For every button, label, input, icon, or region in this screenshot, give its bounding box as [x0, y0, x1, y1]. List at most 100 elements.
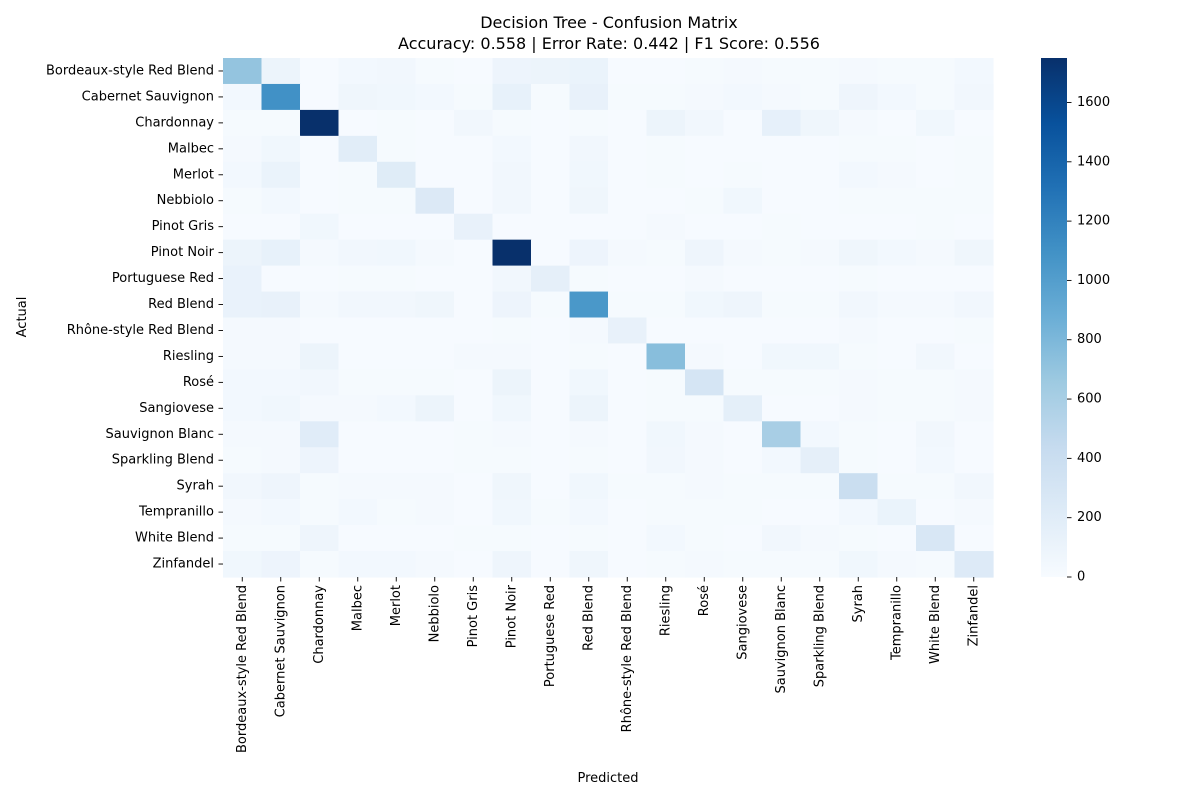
x-tick-label: Sangiovese: [735, 585, 750, 660]
heatmap-cell: [338, 83, 378, 111]
heatmap-cell: [839, 473, 879, 500]
y-tick-label: Pinot Gris: [152, 219, 215, 234]
heatmap-cell: [608, 421, 648, 448]
heatmap-cell: [300, 239, 340, 267]
heatmap-cell: [762, 369, 802, 396]
heatmap-cell: [415, 551, 455, 578]
heatmap-cell: [839, 343, 879, 370]
heatmap-cell: [608, 447, 648, 474]
heatmap-cell: [492, 187, 532, 215]
heatmap-cell: [531, 317, 571, 345]
heatmap-cell: [492, 343, 532, 370]
heatmap-cell: [415, 109, 455, 137]
heatmap-cell: [415, 265, 455, 293]
heatmap-cell: [377, 187, 417, 215]
x-tick-label: Chardonnay: [312, 585, 327, 664]
colorbar-tick-label: 1000: [1077, 273, 1110, 288]
heatmap-cell: [569, 421, 609, 448]
heatmap-cell: [608, 109, 648, 137]
heatmap-cell: [415, 395, 455, 422]
heatmap-cell: [492, 239, 532, 267]
heatmap-cell: [800, 239, 840, 267]
heatmap-cell: [454, 447, 494, 474]
heatmap-cell: [954, 187, 994, 215]
heatmap-cell: [762, 135, 802, 163]
x-tick-marks: [241, 577, 975, 582]
heatmap-cell: [223, 473, 263, 500]
y-tick-label: Riesling: [163, 349, 214, 364]
heatmap-cell: [223, 343, 263, 370]
heatmap-cell: [223, 135, 263, 163]
heatmap-cell: [338, 135, 378, 163]
heatmap-cell: [916, 109, 956, 137]
heatmap-cell: [492, 161, 532, 189]
heatmap-cell: [569, 187, 609, 215]
heatmap-cell: [415, 213, 455, 241]
heatmap-cell: [569, 135, 609, 163]
heatmap-cell: [608, 239, 648, 267]
heatmap-cell: [800, 421, 840, 448]
heatmap-cell: [531, 109, 571, 137]
heatmap-cell: [261, 239, 301, 267]
heatmap-cell: [377, 58, 417, 85]
heatmap-cell: [762, 447, 802, 474]
heatmap-cell: [646, 58, 686, 85]
heatmap-cell: [300, 135, 340, 163]
heatmap-cell: [531, 135, 571, 163]
heatmap-cell: [531, 265, 571, 293]
heatmap-cell: [377, 343, 417, 370]
colorbar-tick-label: 1400: [1077, 154, 1110, 169]
heatmap-cell: [685, 551, 725, 578]
heatmap-cell: [839, 447, 879, 474]
x-tick-label: Merlot: [389, 585, 404, 626]
heatmap-cell: [685, 499, 725, 526]
heatmap-cell: [338, 239, 378, 267]
heatmap-cell: [261, 213, 301, 241]
heatmap-cell: [415, 187, 455, 215]
heatmap-cell: [492, 395, 532, 422]
heatmap-cell: [531, 499, 571, 526]
heatmap-cell: [954, 551, 994, 578]
heatmap-cell: [877, 421, 917, 448]
heatmap-cell: [377, 135, 417, 163]
heatmap-cell: [415, 291, 455, 319]
heatmap-cell: [723, 291, 763, 319]
heatmap-cell: [492, 447, 532, 474]
heatmap-cell: [608, 135, 648, 163]
heatmap-cell: [338, 343, 378, 370]
heatmap-cell: [454, 161, 494, 189]
heatmap-cell: [685, 525, 725, 552]
heatmap-cell: [723, 161, 763, 189]
heatmap-cell: [569, 317, 609, 345]
heatmap-cell: [762, 109, 802, 137]
heatmap-cell: [454, 317, 494, 345]
heatmap-cell: [415, 135, 455, 163]
heatmap-cell: [723, 83, 763, 111]
heatmap-cell: [839, 135, 879, 163]
heatmap-cell: [377, 551, 417, 578]
heatmap-cell: [377, 161, 417, 189]
heatmap-cell: [954, 499, 994, 526]
heatmap-cell: [300, 369, 340, 396]
x-tick-label: Bordeaux-style Red Blend: [235, 585, 250, 753]
heatmap-cell: [685, 317, 725, 345]
heatmap-cell: [954, 291, 994, 319]
heatmap-cell: [608, 291, 648, 319]
heatmap-cell: [685, 291, 725, 319]
heatmap-cell: [723, 135, 763, 163]
heatmap-cell: [800, 83, 840, 111]
x-axis-title: Predicted: [577, 771, 638, 786]
heatmap-cell: [377, 83, 417, 111]
heatmap-cell: [646, 83, 686, 111]
x-tick-label: Rhône-style Red Blend: [620, 585, 635, 732]
heatmap-cell: [646, 499, 686, 526]
heatmap-cell: [685, 447, 725, 474]
heatmap-cell: [223, 525, 263, 552]
heatmap-cell: [916, 83, 956, 111]
heatmap-cell: [954, 83, 994, 111]
heatmap-cell: [454, 525, 494, 552]
y-tick-label: Pinot Noir: [151, 245, 215, 260]
heatmap-cell: [300, 291, 340, 319]
heatmap-cell: [338, 58, 378, 85]
heatmap-cell: [608, 187, 648, 215]
